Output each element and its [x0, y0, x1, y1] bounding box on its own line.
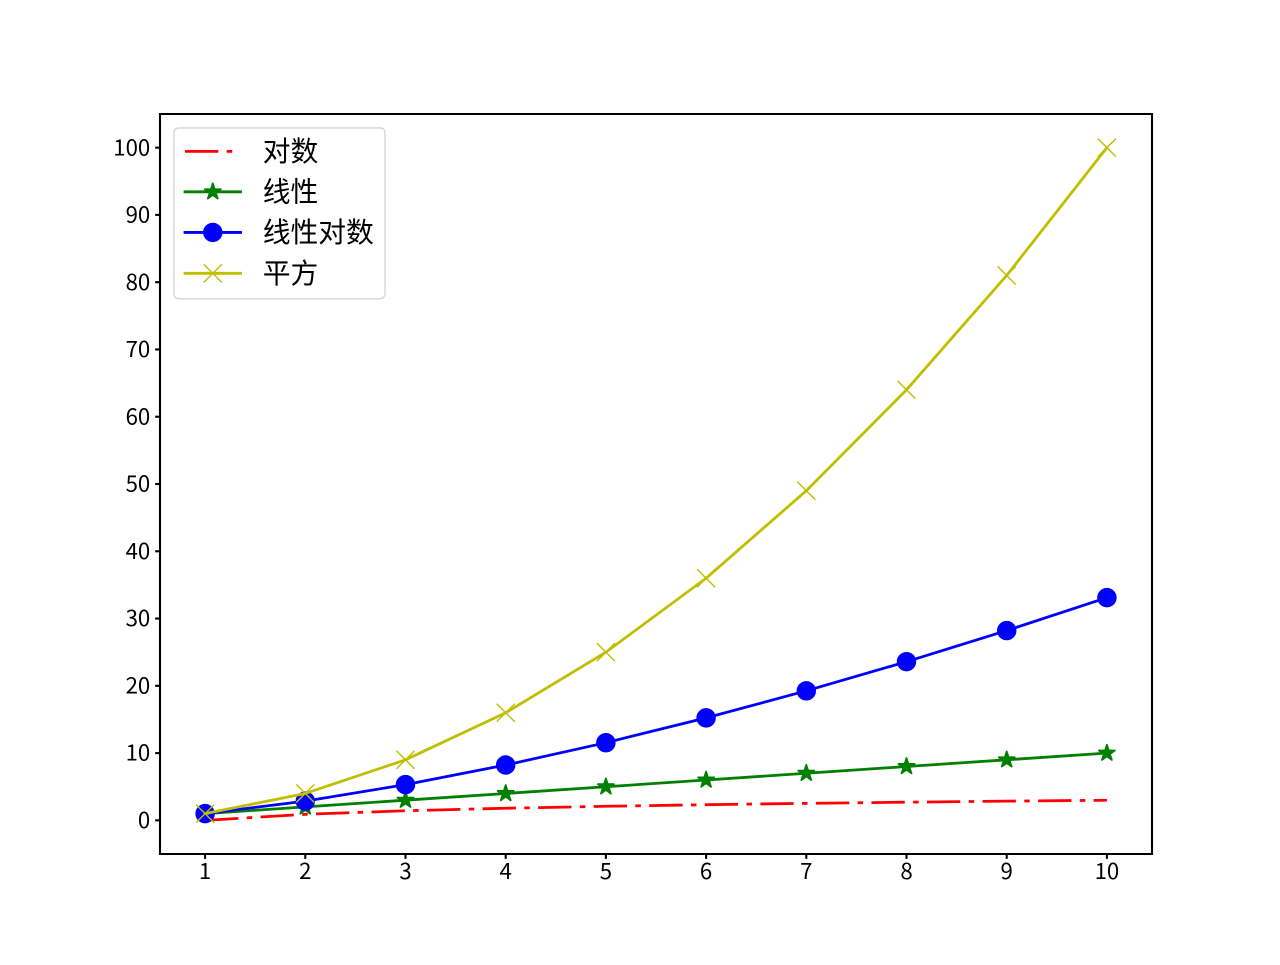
svg-text:1: 1: [199, 854, 211, 886]
svg-text:100: 100: [113, 130, 150, 162]
svg-text:50: 50: [126, 467, 151, 499]
svg-text:10: 10: [126, 736, 151, 768]
svg-text:2: 2: [299, 854, 311, 886]
svg-text:对数: 对数: [263, 129, 319, 169]
svg-text:30: 30: [126, 601, 151, 633]
svg-text:5: 5: [600, 854, 612, 886]
svg-text:4: 4: [500, 854, 512, 886]
svg-text:70: 70: [126, 332, 151, 364]
svg-text:0: 0: [138, 803, 150, 835]
svg-text:9: 9: [1001, 854, 1013, 886]
svg-text:3: 3: [399, 854, 411, 886]
svg-text:20: 20: [126, 668, 151, 700]
svg-text:40: 40: [126, 534, 151, 566]
svg-text:10: 10: [1095, 854, 1120, 886]
svg-text:8: 8: [900, 854, 912, 886]
svg-text:7: 7: [800, 854, 812, 886]
svg-text:90: 90: [126, 198, 151, 230]
svg-text:平方: 平方: [263, 251, 319, 291]
svg-text:6: 6: [700, 854, 712, 886]
svg-text:60: 60: [126, 399, 151, 431]
svg-text:80: 80: [126, 265, 151, 297]
svg-text:线性对数: 线性对数: [263, 210, 374, 250]
svg-text:线性: 线性: [263, 170, 319, 210]
